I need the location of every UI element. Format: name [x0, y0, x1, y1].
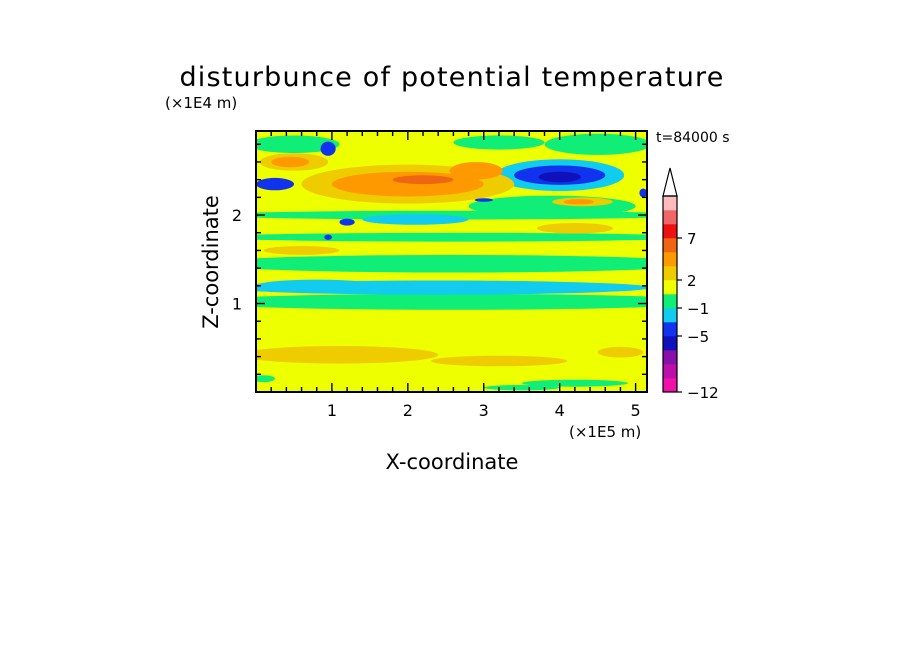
field-cell-green-7 — [544, 133, 647, 155]
field-cell-blue-27 — [256, 177, 294, 191]
x-tick-label: 3 — [479, 401, 489, 420]
field-cell-orange-21 — [271, 156, 310, 168]
field-cell-blue-30 — [324, 234, 332, 240]
chart-title: disturbunce of potential temperature — [179, 62, 724, 93]
colorbar: −12−5−127 — [662, 167, 719, 402]
x-tick-label: 1 — [327, 401, 337, 420]
field-cell-green-33 — [521, 379, 629, 387]
colorbar-swatch — [663, 252, 677, 267]
colorbar-tick-label: −1 — [687, 300, 709, 318]
field-cell-green-35 — [256, 375, 275, 383]
field-cell-blue-31 — [474, 198, 493, 202]
colorbar-tick-label: −5 — [687, 328, 709, 346]
x-tick-label: 2 — [403, 401, 413, 420]
field-cell-green-6 — [256, 135, 340, 154]
field-cell-cyan-10 — [362, 214, 469, 225]
field-cell-blue-29 — [339, 218, 355, 226]
field-cell-green-34 — [483, 384, 560, 391]
field-cell-blue-28 — [320, 141, 336, 156]
field-cell-green-4 — [256, 232, 647, 242]
colorbar-swatch — [663, 350, 677, 365]
contour-field — [256, 131, 647, 392]
plot-frame — [255, 130, 648, 393]
field-cell-ylw2-14 — [597, 346, 644, 358]
y-unit-label: (×1E4 m) — [165, 94, 237, 112]
field-cell-navy-26 — [538, 171, 581, 183]
colorbar-swatch — [663, 238, 677, 253]
axes-ticks: 1 2 3 4 5 1 2 — [232, 131, 647, 420]
field-cell-blue-32 — [639, 188, 647, 198]
colorbar-tick-label: 7 — [687, 230, 697, 248]
colorbar-swatch — [663, 196, 677, 211]
time-label: t=84000 s — [656, 130, 730, 146]
colorbar-tick-label: 2 — [687, 272, 697, 290]
colorbar-swatch — [663, 322, 677, 337]
x-tick-label: 5 — [631, 401, 641, 420]
x-tick-label: 4 — [555, 401, 565, 420]
y-tick-label: 1 — [232, 295, 242, 314]
field-cell-ylw2-13 — [430, 355, 568, 367]
colorbar-swatch — [663, 210, 677, 225]
y-tick-label: 2 — [232, 206, 242, 225]
colorbar-tick-label: −12 — [687, 384, 719, 402]
field-cell-green-9 — [468, 195, 636, 217]
field-cell-green-8 — [453, 135, 545, 150]
colorbar-swatch — [663, 336, 677, 351]
x-axis-label: X-coordinate — [386, 450, 519, 474]
field-cell-ylw2-22 — [536, 223, 613, 234]
colorbar-swatch — [663, 308, 677, 323]
colorbar-swatch — [663, 378, 677, 393]
field-cell-orange-24 — [563, 199, 594, 205]
colorbar-swatch — [663, 266, 677, 281]
y-axis-label: Z-coordinate — [199, 195, 223, 329]
colorbar-swatch — [663, 224, 677, 239]
field-cell-dorange-18 — [392, 175, 454, 185]
field-cell-ylw2-15 — [263, 246, 340, 255]
colorbar-frame — [662, 195, 678, 393]
field-cell-green-1 — [256, 254, 647, 273]
field-cell-cyan-3 — [256, 279, 378, 292]
x-unit-label: (×1E5 m) — [569, 423, 641, 441]
field-cell-green-0 — [256, 293, 647, 310]
colorbar-extend-triangle — [662, 167, 678, 197]
field-cell-ylw2-12 — [256, 346, 439, 364]
colorbar-swatch — [663, 294, 677, 309]
field-cell-orange-19 — [449, 162, 503, 180]
colorbar-swatch — [663, 364, 677, 379]
colorbar-swatch — [663, 280, 677, 295]
